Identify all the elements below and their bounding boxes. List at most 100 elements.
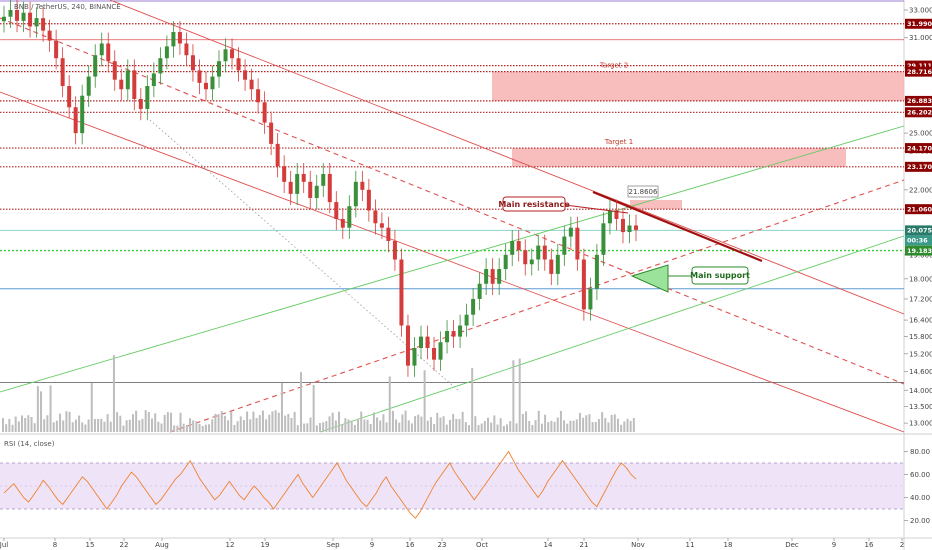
candle-body: [516, 241, 521, 251]
volume-bar: [312, 385, 315, 432]
level-badge-6-bg: [905, 161, 932, 172]
main-support-label: Main support: [690, 271, 750, 280]
volume-bars: [2, 355, 635, 432]
volume-bar: [382, 414, 385, 432]
x-tick-label: 9: [370, 541, 374, 549]
candle-body: [125, 70, 130, 90]
volume-bar: [293, 411, 296, 432]
volume-bar: [585, 415, 588, 432]
countdown-text: 00:36: [907, 237, 928, 245]
candle-body: [15, 9, 20, 21]
volume-bar: [182, 423, 185, 432]
rsi-tick-label: 20.00: [910, 517, 930, 525]
volume-bar: [299, 372, 302, 432]
volume-bar: [239, 416, 242, 432]
volume-bar: [17, 421, 20, 432]
candle-body: [568, 227, 573, 237]
candle-body: [327, 173, 332, 203]
candle-body: [60, 58, 65, 87]
volume-bar: [515, 423, 518, 432]
volume-bar: [442, 416, 445, 432]
main-resistance-line: [592, 190, 763, 263]
candle-body: [203, 82, 208, 90]
volume-bar: [629, 420, 632, 432]
candle-body: [262, 102, 267, 123]
volume-bar: [141, 418, 144, 432]
volume-bar: [588, 414, 591, 432]
volume-bar: [372, 412, 375, 432]
candle-body: [256, 89, 261, 103]
candle-body: [386, 227, 391, 242]
level-badge-1-text: 29.1110: [907, 62, 932, 70]
candle-body: [119, 79, 124, 90]
candle-body: [230, 49, 235, 59]
candle-body: [347, 206, 352, 228]
candle-body: [301, 173, 306, 182]
current-price-badge-bg: [905, 225, 932, 236]
volume-bar: [626, 418, 629, 432]
volume-bar: [208, 424, 211, 432]
volume-bar: [315, 425, 318, 432]
candle-body: [484, 269, 489, 284]
y-tick-label: 14.0000: [909, 387, 932, 395]
volume-bar: [81, 422, 84, 432]
level-badge-0-bg: [905, 18, 932, 29]
y-tick-label: 13.5000: [909, 403, 932, 411]
volume-bar: [52, 422, 55, 432]
volume-bar: [477, 425, 480, 432]
zone-3: [630, 200, 682, 210]
volume-bar: [116, 412, 119, 432]
level-badge-5-bg: [905, 143, 932, 154]
candle-body: [529, 259, 534, 265]
level-badge-2-text: 28.7168: [907, 68, 932, 76]
volume-bar: [398, 422, 401, 432]
grey-dotted-diagonal: [149, 119, 461, 393]
price-tag-label: 21.8606: [629, 188, 658, 196]
y-tick-label: 14.6000: [909, 368, 932, 376]
volume-bar: [220, 411, 223, 432]
volume-bar: [347, 419, 350, 432]
candle-body: [373, 210, 378, 224]
volume-bar: [36, 386, 39, 432]
y-tick-label: 13.0000: [909, 420, 932, 428]
candle-body: [334, 202, 339, 219]
volume-bar: [404, 410, 407, 432]
volume-bar: [537, 410, 540, 432]
x-tick-label: Jul: [0, 541, 8, 549]
countdown-bg: [905, 235, 932, 246]
x-tick-label: Sep: [326, 541, 340, 549]
level-badge-6-text: 23.1700: [907, 163, 932, 171]
candle-body: [477, 283, 482, 299]
volume-bar: [547, 422, 550, 432]
volume-bar: [173, 425, 176, 432]
candle-body: [549, 259, 554, 274]
candle-body: [523, 250, 528, 265]
x-tick-label: 23: [438, 541, 447, 549]
volume-bar: [385, 422, 388, 432]
volume-bar: [360, 411, 363, 432]
volume-bar: [135, 410, 138, 432]
candle-body: [151, 73, 156, 87]
candle-body: [236, 58, 241, 71]
volume-bar: [575, 419, 578, 432]
volume-bar: [506, 424, 509, 432]
volume-bar: [610, 414, 613, 432]
volume-bar: [217, 414, 220, 432]
volume-bar: [11, 424, 14, 432]
volume-bar: [154, 413, 157, 432]
volume-bar: [309, 417, 312, 432]
volume-bar: [258, 415, 261, 432]
channel-lower-red: [0, 91, 905, 433]
level-badge-2-bg: [905, 66, 932, 77]
volume-bar: [5, 424, 8, 432]
candle-body: [132, 70, 137, 99]
volume-bar: [410, 423, 413, 432]
volume-bar: [423, 370, 426, 432]
volume-bar: [366, 419, 369, 432]
volume-bar: [227, 420, 230, 432]
volume-bar: [569, 420, 572, 432]
volume-bar: [620, 424, 623, 432]
rsi-line: [3, 450, 637, 519]
candle-body: [405, 325, 410, 366]
